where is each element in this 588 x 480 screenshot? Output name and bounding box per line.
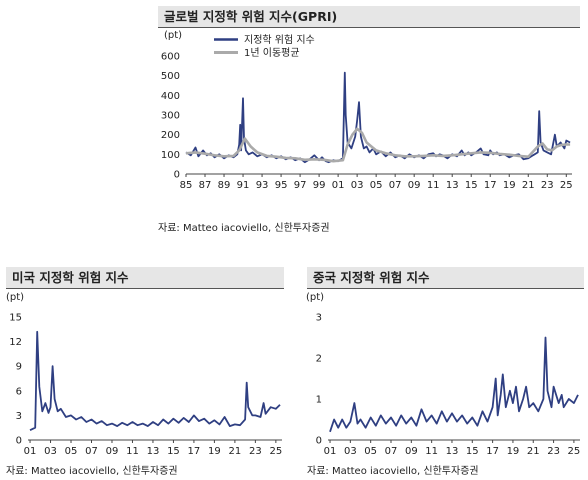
source-note-china: 자료: Matteo iacoviello, 신한투자증권 bbox=[307, 466, 479, 477]
x-tick-label: 09 bbox=[405, 446, 418, 457]
x-tick-label: 19 bbox=[503, 180, 516, 191]
x-tick-label: 01 bbox=[24, 446, 37, 457]
x-tick-label: 07 bbox=[385, 446, 398, 457]
x-tick-label: 11 bbox=[425, 446, 438, 457]
x-tick-label: 15 bbox=[167, 446, 180, 457]
series-line-main bbox=[29, 330, 281, 432]
y-tick-label: 0 bbox=[174, 170, 180, 181]
x-tick-label: 05 bbox=[65, 446, 78, 457]
y-tick-label: 500 bbox=[161, 71, 180, 82]
x-tick-label: 89 bbox=[218, 180, 231, 191]
x-tick-label: 17 bbox=[188, 446, 201, 457]
x-tick-label: 21 bbox=[229, 446, 242, 457]
x-tick-label: 11 bbox=[427, 180, 440, 191]
x-tick-label: 23 bbox=[249, 446, 262, 457]
x-tick-label: 99 bbox=[313, 180, 326, 191]
y-tick-label: 3 bbox=[316, 313, 322, 324]
legend-label: 지정학 위험 지수 bbox=[244, 33, 315, 46]
source-note-us: 자료: Matteo iacoviello, 신한투자증권 bbox=[6, 466, 178, 477]
y-tick-label: 15 bbox=[9, 313, 22, 324]
chart-title-us: 미국 지정학 위험 지수 bbox=[6, 267, 284, 289]
y-axis-unit-label: (pt) bbox=[6, 292, 24, 303]
x-tick-label: 11 bbox=[126, 446, 139, 457]
x-tick-label: 85 bbox=[180, 180, 193, 191]
y-tick-label: 300 bbox=[161, 111, 180, 122]
x-tick-label: 05 bbox=[370, 180, 383, 191]
chart-global: (pt) 0 100 200 300 400 500 600 85 87 89 91 93 95 97 99 0… bbox=[161, 30, 573, 191]
y-tick-label: 6 bbox=[16, 386, 22, 397]
series-line-main bbox=[185, 71, 571, 164]
x-tick-label: 19 bbox=[208, 446, 221, 457]
y-tick-label: 12 bbox=[9, 337, 22, 348]
x-tick-label: 25 bbox=[560, 180, 573, 191]
x-tick-label: 87 bbox=[199, 180, 212, 191]
y-tick-label: 600 bbox=[161, 52, 180, 63]
x-tick-label: 15 bbox=[465, 180, 478, 191]
x-tick-label: 13 bbox=[446, 180, 459, 191]
x-tick-label: 03 bbox=[44, 446, 57, 457]
y-axis-unit-label: (pt) bbox=[164, 30, 182, 41]
y-tick-label: 1 bbox=[316, 395, 322, 406]
x-tick-label: 21 bbox=[527, 446, 540, 457]
x-tick-label: 25 bbox=[269, 446, 282, 457]
chart-title-china: 중국 지정학 위험 지수 bbox=[307, 267, 584, 289]
y-tick-label: 0 bbox=[16, 436, 22, 447]
x-tick-label: 95 bbox=[275, 180, 288, 191]
x-tick-label: 09 bbox=[408, 180, 421, 191]
x-tick-label: 15 bbox=[466, 446, 479, 457]
y-tick-label: 100 bbox=[161, 150, 180, 161]
x-tick-label: 01 bbox=[332, 180, 345, 191]
y-tick-label: 9 bbox=[16, 362, 22, 373]
y-tick-label: 3 bbox=[16, 411, 22, 422]
y-tick-label: 2 bbox=[316, 354, 322, 365]
x-tick-label: 25 bbox=[568, 446, 581, 457]
x-tick-label: 19 bbox=[507, 446, 520, 457]
x-tick-label: 13 bbox=[446, 446, 459, 457]
x-tick-label: 23 bbox=[541, 180, 554, 191]
x-tick-label: 05 bbox=[364, 446, 377, 457]
y-tick-label: 200 bbox=[161, 130, 180, 141]
x-tick-label: 07 bbox=[389, 180, 402, 191]
x-tick-label: 13 bbox=[147, 446, 160, 457]
x-tick-label: 17 bbox=[484, 180, 497, 191]
series-line-main bbox=[329, 336, 579, 433]
x-tick-label: 09 bbox=[106, 446, 119, 457]
x-tick-label: 17 bbox=[486, 446, 499, 457]
x-tick-label: 97 bbox=[294, 180, 307, 191]
x-tick-label: 03 bbox=[344, 446, 357, 457]
x-tick-label: 21 bbox=[522, 180, 535, 191]
y-tick-label: 400 bbox=[161, 91, 180, 102]
x-tick-label: 93 bbox=[256, 180, 269, 191]
chart-title-global: 글로벌 지정학 위험 지수(GPRI) bbox=[158, 6, 580, 28]
x-tick-label: 01 bbox=[324, 446, 337, 457]
source-note-global: 자료: Matteo iacoviello, 신한투자증권 bbox=[158, 223, 330, 234]
x-tick-label: 91 bbox=[237, 180, 250, 191]
y-tick-label: 0 bbox=[316, 436, 322, 447]
y-axis-unit-label: (pt) bbox=[306, 292, 324, 303]
legend-label: 1년 이동평균 bbox=[244, 47, 300, 59]
x-tick-label: 03 bbox=[351, 180, 364, 191]
x-tick-label: 07 bbox=[85, 446, 98, 457]
series-line-moving-average bbox=[185, 127, 571, 163]
x-tick-label: 23 bbox=[547, 446, 560, 457]
